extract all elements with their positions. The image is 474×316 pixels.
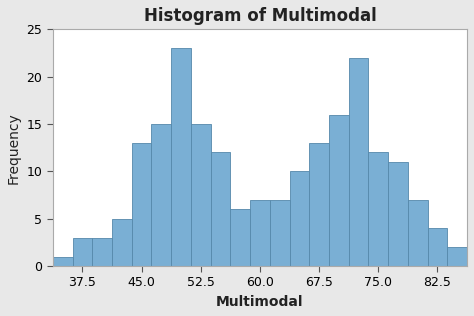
Bar	[349, 58, 368, 266]
Bar	[250, 200, 270, 266]
Bar	[151, 124, 171, 266]
Bar	[230, 209, 250, 266]
Bar	[92, 238, 112, 266]
Bar	[171, 48, 191, 266]
Title: Histogram of Multimodal: Histogram of Multimodal	[144, 7, 376, 25]
Bar	[73, 238, 92, 266]
Bar	[53, 257, 73, 266]
Bar	[210, 152, 230, 266]
Bar	[388, 162, 408, 266]
X-axis label: Multimodal: Multimodal	[216, 295, 304, 309]
Bar	[428, 228, 447, 266]
Bar	[408, 200, 428, 266]
Bar	[290, 171, 309, 266]
Bar	[191, 124, 210, 266]
Bar	[368, 152, 388, 266]
Bar	[132, 143, 151, 266]
Bar	[112, 219, 132, 266]
Bar	[309, 143, 329, 266]
Bar	[270, 200, 290, 266]
Bar	[447, 247, 467, 266]
Bar	[329, 114, 349, 266]
Y-axis label: Frequency: Frequency	[7, 112, 21, 184]
